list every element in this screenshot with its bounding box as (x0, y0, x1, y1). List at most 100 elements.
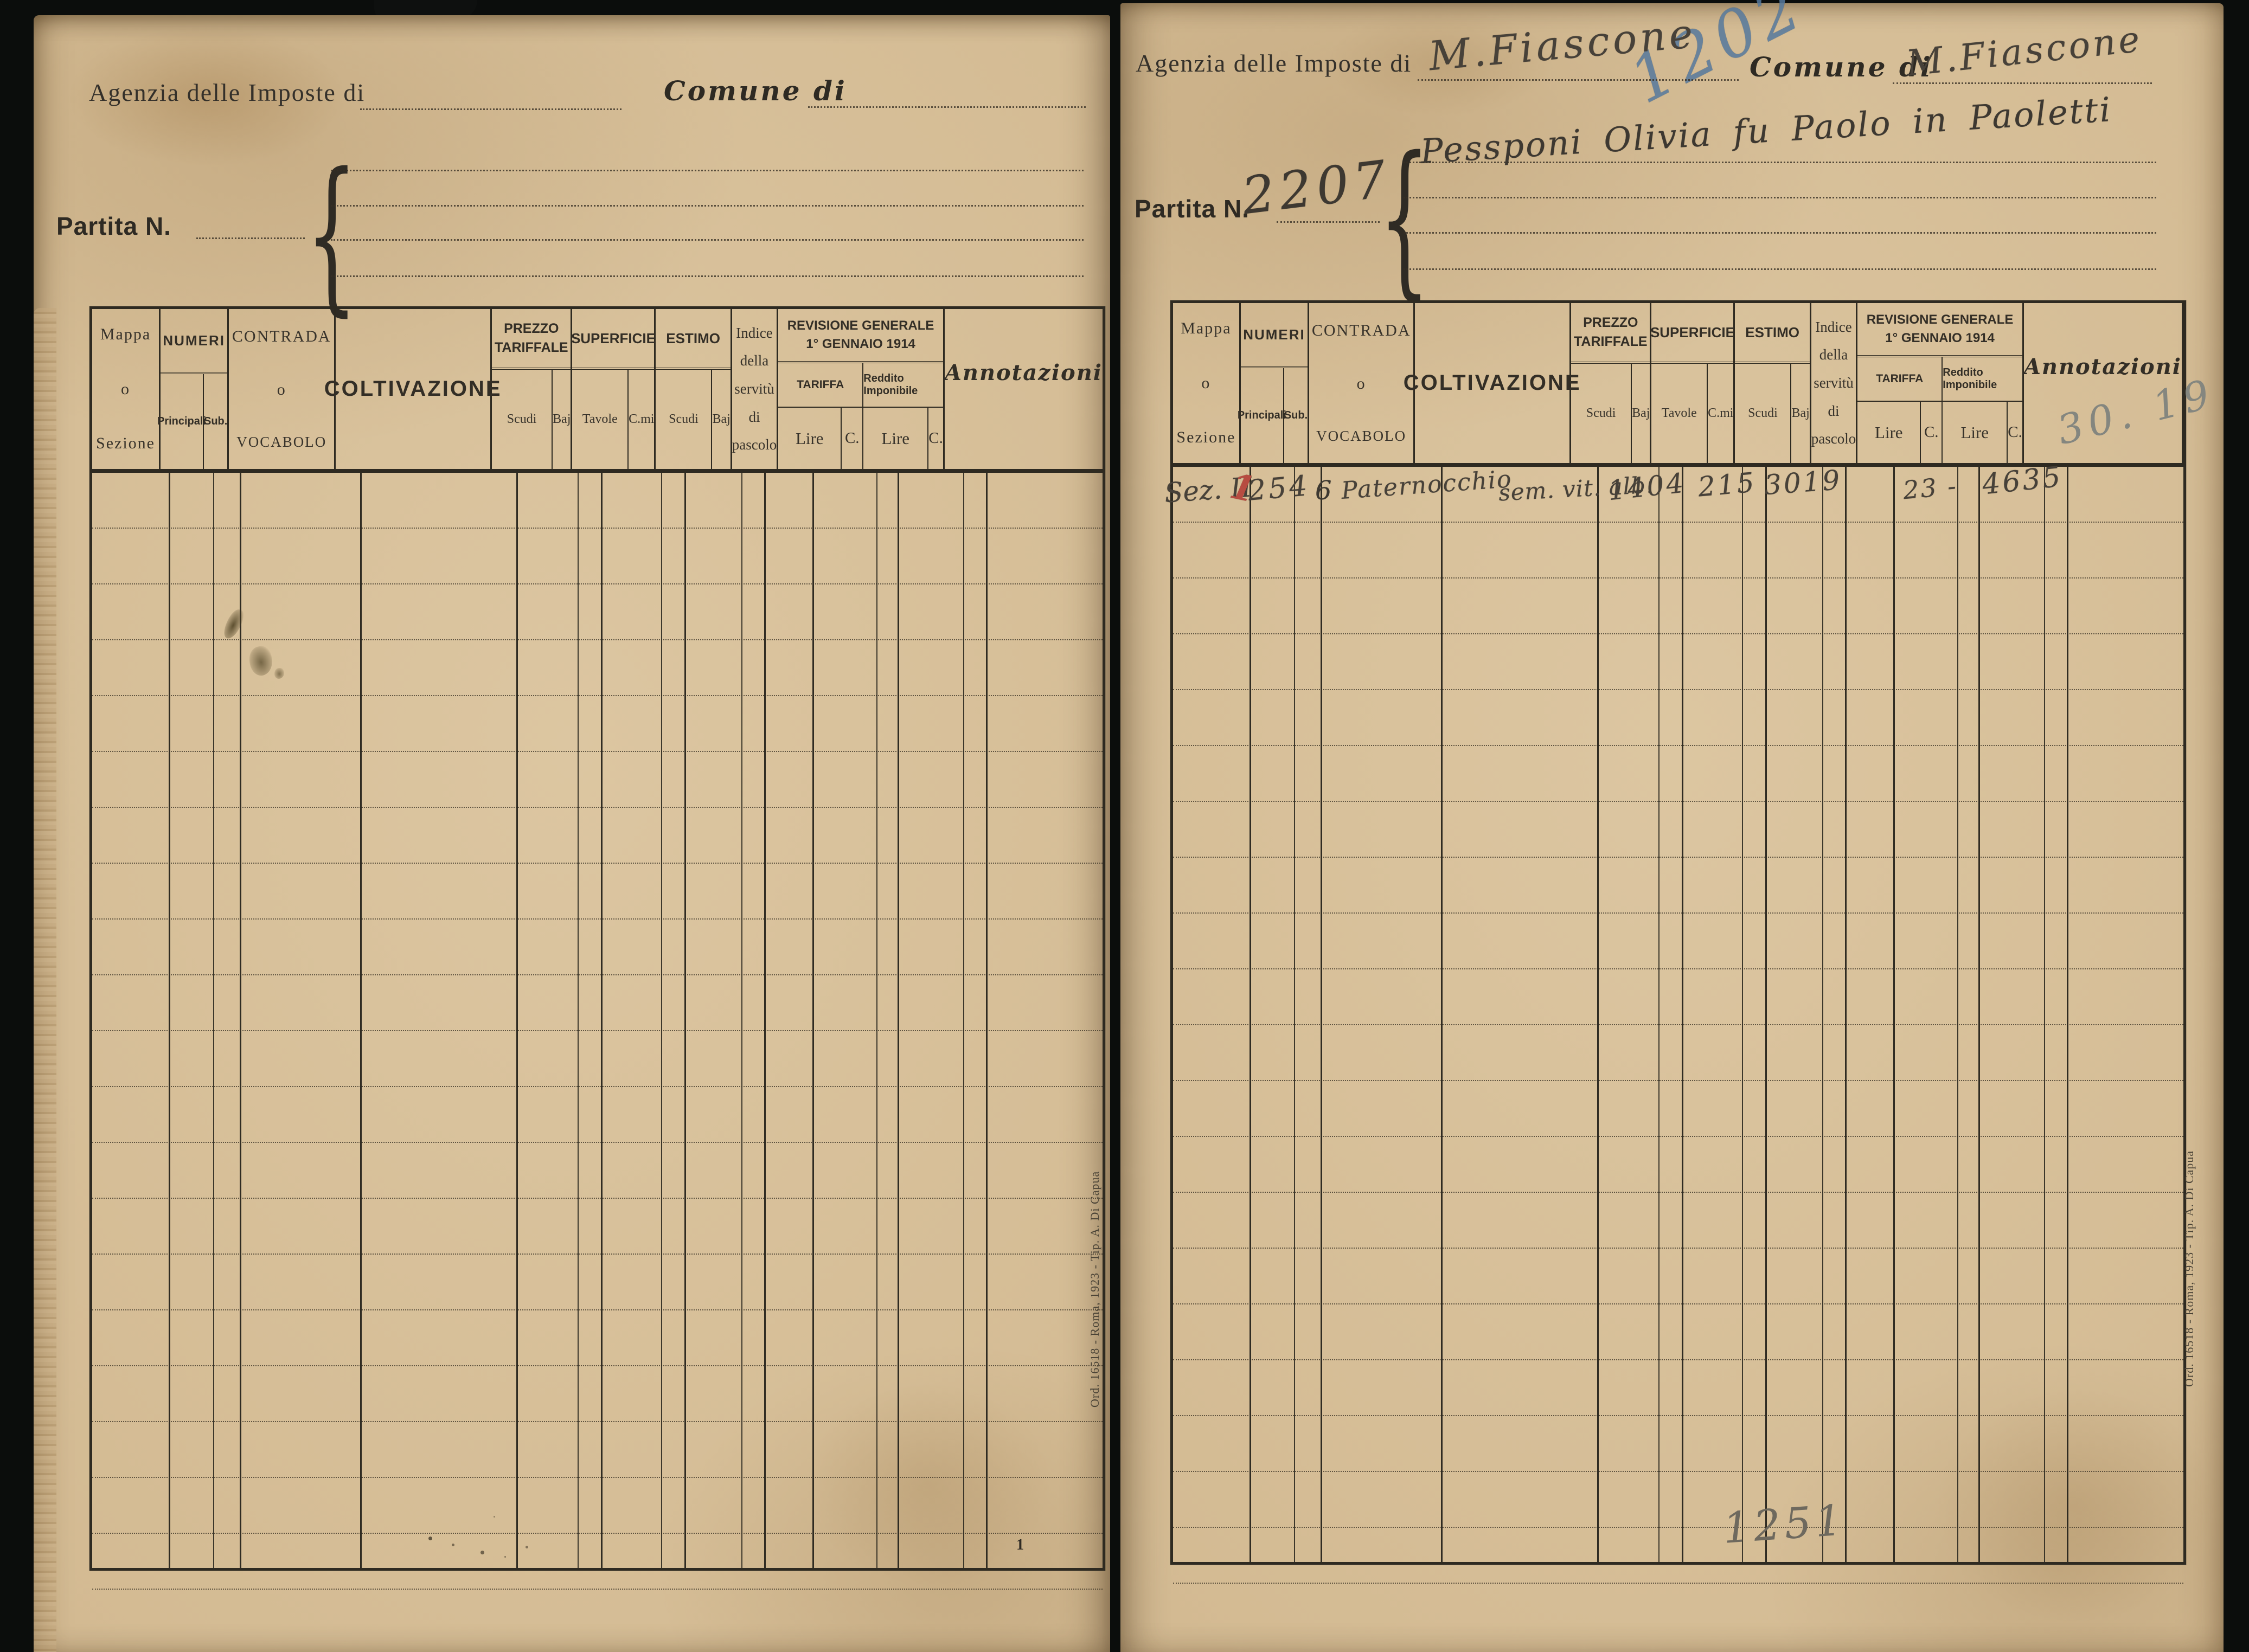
table-body: Sez. II 1 254 6 Paternocchio sem. vit. a… (1163, 460, 2183, 1584)
ledger-table: Mappa o Sezione NUMERI Principali Sub. C… (89, 306, 1105, 1590)
col-estimo-header: ESTIMO Scudi Baj (1735, 303, 1811, 463)
col-coltivazione-header: COLTIVAZIONE (1404, 303, 1580, 463)
estimo-label: ESTIMO (1745, 324, 1799, 340)
table-header: Mappa o Sezione NUMERI Principali Sub. C… (1173, 303, 2219, 467)
ink-blot (274, 668, 284, 679)
agenzia-label: Agenzia delle Imposte di (89, 79, 366, 106)
reddito-label: Reddito Imponibile (1943, 367, 1997, 391)
comune-label: Comune di (664, 75, 847, 107)
entry-numero-principale: 254 (1246, 470, 1311, 507)
entry-numero-sub: 6 (1315, 475, 1332, 506)
tariffa-label: TARIFFA (797, 378, 844, 391)
holder-line-4 (331, 275, 1084, 277)
reddito-c-label: C. (2008, 423, 2022, 441)
mappa-line3: Sezione (96, 434, 155, 452)
revisione-line2: 1° GENNAIO 1914 (806, 337, 915, 351)
comune-fill-line (1893, 82, 2152, 84)
entry-estimo-scudi: 3019 (1763, 464, 1843, 501)
table-body (92, 473, 1103, 1590)
tariffa-c-label: C. (844, 429, 860, 447)
mappa-line2: o (1201, 374, 1211, 392)
tavole-label: Tavole (582, 412, 618, 426)
col-superficie-header: SUPERFICIE Tavole C.mi (1650, 303, 1735, 463)
estimo-baj-label: Baj (1791, 406, 1810, 420)
col-coltivazione-header: COLTIVAZIONE (324, 309, 501, 469)
prezzo-line2: TARIFFALE (494, 340, 568, 355)
estimo-baj-label: Baj (712, 412, 731, 426)
comune-fill-line (808, 106, 1086, 108)
tariffa-lire-label: Lire (795, 428, 824, 448)
estimo-scudi-label: Scudi (1748, 406, 1778, 420)
indice-w4: di (1828, 402, 1840, 419)
holder-name-handwritten: Pessponi Olivia fu Paolo in Paoletti (1419, 89, 2113, 171)
coltivazione-label: COLTIVAZIONE (324, 377, 502, 401)
holder-line-3 (331, 239, 1084, 241)
partita-label: Partita N. (1135, 195, 1250, 223)
ink-specks (428, 1537, 432, 1540)
revisione-line1: REVISIONE GENERALE (1866, 312, 2014, 327)
indice-w5: pascolo (1811, 430, 1856, 447)
contrada-line2: o (277, 381, 286, 398)
numeri-label: NUMERI (163, 332, 225, 349)
annotazioni-label: Annotazioni (2023, 354, 2182, 380)
tariffa-lire-label: Lire (1874, 422, 1903, 442)
col-contrada-header: CONTRADA o VOCABOLO (229, 309, 336, 469)
mappa-line1: Mappa (100, 325, 151, 343)
superficie-label: SUPERFICIE (571, 330, 656, 346)
entry-tariffa-lire: 23 - (1901, 471, 1959, 505)
col-mappa-header: Mappa o Sezione (92, 309, 161, 469)
revisione-line1: REVISIONE GENERALE (787, 318, 934, 333)
mappa-line3: Sezione (1176, 428, 1236, 446)
coltivazione-label: COLTIVAZIONE (1403, 371, 1581, 395)
table-header: Mappa o Sezione NUMERI Principali Sub. C… (92, 309, 1103, 473)
contrada-line3: VOCABOLO (1316, 428, 1407, 444)
col-contrada-header: CONTRADA o VOCABOLO (1309, 303, 1415, 463)
contrada-line1: CONTRADA (1311, 322, 1411, 339)
col-annotazioni-header: Annotazioni (945, 309, 1103, 469)
estimo-scudi-label: Scudi (669, 412, 699, 426)
col-superficie-header: SUPERFICIE Tavole C.mi (571, 309, 656, 469)
cmi-label: C.mi (629, 412, 655, 426)
bottom-pencil-number: 1251 (1721, 1496, 1848, 1553)
indice-w3: servitù (1814, 374, 1854, 391)
indice-w2: della (1819, 346, 1848, 363)
indice-w4: di (748, 408, 760, 425)
contrada-line3: VOCABOLO (236, 434, 327, 450)
reddito-c-label: C. (928, 429, 943, 447)
prezzo-scudi-label: Scudi (1586, 406, 1616, 420)
indice-w5: pascolo (732, 436, 777, 453)
ledger-page-left: Agenzia delle Imposte di Comune di Parti… (34, 15, 1110, 1652)
prezzo-scudi-label: Scudi (507, 412, 537, 426)
indice-w2: della (740, 352, 769, 369)
principali-label: Principali (1237, 409, 1286, 421)
contrada-line2: o (1356, 375, 1366, 393)
holder-line-2 (1404, 197, 2156, 198)
agenzia-fill-line (360, 108, 621, 110)
col-revisione-header: REVISIONE GENERALE 1° GENNAIO 1914 TARIF… (1857, 303, 2024, 463)
col-prezzo-header: PREZZO TARIFFALE Scudi Baj (492, 309, 573, 469)
col-estimo-header: ESTIMO Scudi Baj (656, 309, 732, 469)
page-stack-edge (34, 308, 56, 1652)
printer-imprint: Ord. 16518 - Roma, 1923 - Tip. A. Di Cap… (2182, 1150, 2196, 1387)
partita-label: Partita N. (56, 212, 171, 240)
brace-glyph: { (306, 138, 358, 332)
tariffa-label: TARIFFA (1876, 372, 1924, 385)
cmi-label: C.mi (1708, 406, 1734, 420)
partita-fill-line (196, 237, 305, 239)
sub-label: Sub. (204, 415, 228, 427)
holder-line-1 (331, 170, 1084, 171)
reddito-lire-label: Lire (881, 428, 910, 448)
col-revisione-header: REVISIONE GENERALE 1° GENNAIO 1914 TARIF… (778, 309, 945, 469)
prezzo-line1: PREZZO (504, 321, 559, 336)
estimo-label: ESTIMO (666, 330, 720, 346)
comune-value-handwritten: M.Fiascone (1904, 18, 2144, 85)
holder-line-3 (1404, 232, 2156, 234)
agenzia-label: Agenzia delle Imposte di (1136, 49, 1412, 77)
partita-fill-line (1277, 221, 1380, 223)
reddito-label: Reddito Imponibile (863, 372, 918, 397)
reddito-lire-label: Lire (1960, 422, 1989, 442)
page-number: 1 (1016, 1537, 1024, 1553)
tavole-label: Tavole (1661, 406, 1697, 420)
row-grid (92, 473, 1103, 1590)
annotazioni-label: Annotazioni (944, 360, 1103, 385)
